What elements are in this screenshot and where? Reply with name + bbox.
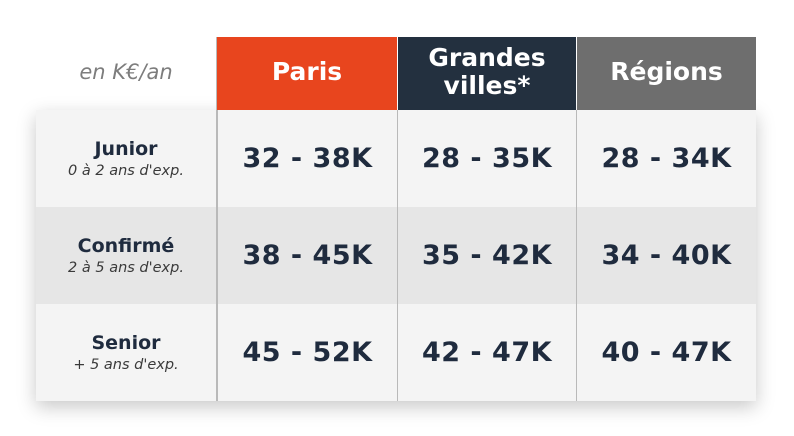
- salary-cell-regions: 40 - 47K: [576, 304, 756, 401]
- level-name: Junior: [94, 137, 158, 160]
- column-header-label: Grandes villes*: [428, 42, 546, 100]
- column-header-grandes-villes: Grandes villes*: [398, 37, 576, 119]
- salary-cell-paris: 45 - 52K: [217, 304, 397, 401]
- table-row-junior: Junior 0 à 2 ans d'exp. 32 - 38K 28 - 35…: [36, 110, 756, 207]
- salary-cell-paris: 32 - 38K: [217, 110, 397, 207]
- experience-range: 2 à 5 ans d'exp.: [68, 259, 184, 276]
- salary-cell-regions: 28 - 34K: [576, 110, 756, 207]
- unit-label: en K€/an: [79, 60, 173, 84]
- salary-cell-grandes-villes: 42 - 47K: [397, 304, 576, 401]
- row-label: Senior + 5 ans d'exp.: [36, 304, 216, 401]
- salary-cell-paris: 38 - 45K: [217, 207, 397, 304]
- salary-cell-grandes-villes: 28 - 35K: [397, 110, 576, 207]
- row-label: Confirmé 2 à 5 ans d'exp.: [36, 207, 216, 304]
- experience-range: + 5 ans d'exp.: [73, 356, 179, 373]
- experience-range: 0 à 2 ans d'exp.: [68, 162, 184, 179]
- column-header-regions: Régions: [577, 37, 756, 119]
- row-label: Junior 0 à 2 ans d'exp.: [36, 110, 216, 207]
- table-row-senior: Senior + 5 ans d'exp. 45 - 52K 42 - 47K …: [36, 304, 756, 401]
- salary-cell-grandes-villes: 35 - 42K: [397, 207, 576, 304]
- table-row-confirme: Confirmé 2 à 5 ans d'exp. 38 - 45K 35 - …: [36, 207, 756, 304]
- column-header-label: Paris: [271, 56, 343, 86]
- column-header-paris: Paris: [217, 37, 397, 119]
- level-name: Senior: [91, 331, 161, 354]
- column-header-label: Régions: [610, 56, 723, 86]
- salary-cell-regions: 34 - 40K: [576, 207, 756, 304]
- column-divider: [216, 37, 217, 401]
- level-name: Confirmé: [77, 234, 175, 257]
